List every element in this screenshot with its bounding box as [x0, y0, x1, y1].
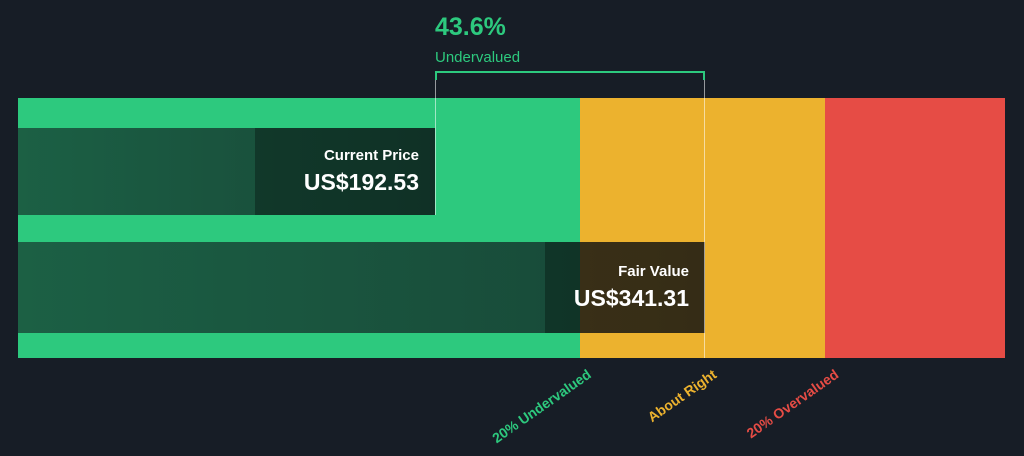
- fair-value-label-box: Fair Value US$341.31: [545, 242, 705, 333]
- fair-value-label: Fair Value: [618, 263, 689, 280]
- discount-percent: 43.6%: [435, 13, 506, 41]
- zone-label-undervalued: 20% Undervalued: [489, 366, 595, 447]
- fair-value-value: US$341.31: [573, 285, 689, 311]
- zone-label-overvalued: 20% Overvalued: [743, 366, 842, 442]
- zone-label-about-right: About Right: [644, 366, 720, 426]
- current-price-bar: Current Price US$192.53: [18, 128, 435, 215]
- discount-annotation: 43.6% Undervalued: [435, 13, 521, 66]
- fair-value-bar: Fair Value US$341.31: [18, 242, 705, 333]
- current-price-label: Current Price: [323, 147, 419, 164]
- zone-overvalued: [825, 98, 1005, 358]
- current-price-guide-line: [435, 80, 436, 215]
- fair-value-guide-line: [704, 80, 705, 358]
- discount-bracket: [435, 71, 705, 80]
- valuation-bar: Current Price US$192.53 Fair Value US$34…: [18, 98, 1005, 358]
- current-price-value: US$192.53: [303, 169, 419, 195]
- current-price-label-box: Current Price US$192.53: [255, 128, 435, 215]
- discount-label: Undervalued: [435, 48, 521, 66]
